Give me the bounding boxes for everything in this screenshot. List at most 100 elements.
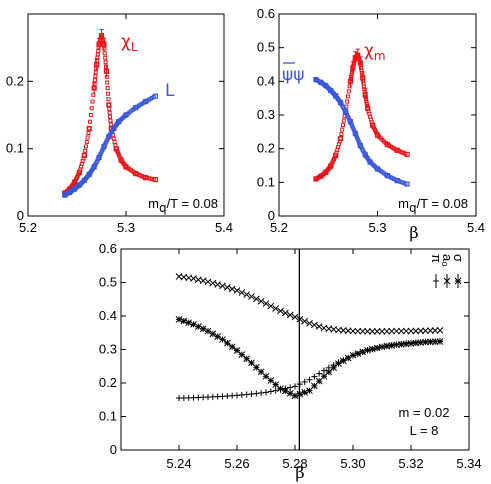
marker-stroke <box>252 364 260 371</box>
marker-stroke <box>223 284 231 291</box>
x-tick-label: 5.34 <box>456 456 481 471</box>
data-point <box>349 327 357 335</box>
data-point <box>339 132 344 137</box>
y-tick-label: 0.2 <box>99 375 117 390</box>
legend-label: σ <box>451 254 466 262</box>
plot-frame <box>278 13 477 217</box>
data-point <box>83 144 88 149</box>
data-point <box>112 139 117 144</box>
data-point <box>102 51 107 56</box>
data-point <box>347 84 352 89</box>
data-point <box>248 391 255 398</box>
data-point <box>417 339 425 346</box>
marker-stroke <box>209 330 217 338</box>
data-point <box>352 130 358 137</box>
data-point <box>111 125 117 132</box>
data-point <box>368 328 376 335</box>
data-point <box>71 186 78 192</box>
data-point <box>81 152 87 158</box>
marker-stroke <box>238 351 246 358</box>
data-point <box>359 327 367 335</box>
x-tick-label: 5.24 <box>166 456 191 471</box>
data-point <box>291 313 299 321</box>
marker-stroke <box>454 277 462 285</box>
marker-stroke <box>436 338 444 345</box>
data-point <box>369 122 376 128</box>
data-point <box>394 178 400 184</box>
marker-stroke <box>310 321 318 329</box>
data-point <box>76 182 83 188</box>
data-point <box>267 302 275 310</box>
marker-stroke <box>262 372 270 380</box>
data-point <box>108 114 113 119</box>
marker-stroke <box>426 338 434 346</box>
data-point <box>384 173 390 179</box>
data-point <box>345 94 350 99</box>
data-point <box>313 176 319 182</box>
data-point <box>347 119 354 125</box>
series-label-sub: L <box>131 40 138 54</box>
data-point <box>105 80 110 85</box>
data-point <box>248 293 255 300</box>
annotation-sub: q <box>409 201 417 215</box>
data-point <box>301 317 309 325</box>
marker-stroke <box>175 315 183 323</box>
annotation-rest: /T = 0.08 <box>417 196 468 211</box>
data-point <box>350 70 355 75</box>
x-tick-label: 5.32 <box>398 456 423 471</box>
data-point <box>82 153 87 158</box>
data-point <box>383 327 391 335</box>
marker-stroke <box>426 327 434 334</box>
y-tick-label: 0.6 <box>99 241 117 256</box>
data-point <box>116 119 122 125</box>
marker-stroke <box>267 377 275 384</box>
x-tick-label: 5.4 <box>215 220 233 235</box>
marker-stroke <box>296 315 304 323</box>
marker-stroke <box>397 327 405 335</box>
data-point <box>407 327 415 335</box>
marker-stroke <box>219 336 226 343</box>
marker-stroke <box>436 327 444 334</box>
marker-stroke <box>349 327 357 335</box>
data-point <box>91 92 96 97</box>
marker-stroke <box>359 327 367 335</box>
marker-stroke <box>388 327 396 335</box>
marker-stroke <box>417 327 425 335</box>
data-point <box>214 281 222 288</box>
data-point <box>67 189 73 196</box>
data-point <box>106 133 112 140</box>
x-tick-label: 5.3 <box>368 220 386 235</box>
data-point <box>374 166 381 172</box>
marker-stroke <box>397 341 405 348</box>
data-point <box>422 327 429 335</box>
data-point <box>113 146 119 152</box>
y-tick-label: 0.4 <box>257 73 275 88</box>
data-point <box>357 142 363 148</box>
series-sigma <box>175 315 444 400</box>
y-tick-label: 0.1 <box>6 141 24 156</box>
marker-stroke <box>286 311 294 319</box>
data-point <box>219 336 226 343</box>
series-label-psibar-psi: ψψ <box>282 65 304 85</box>
marker-stroke <box>422 327 429 335</box>
marker-stroke <box>214 281 222 288</box>
marker-stroke <box>443 277 451 285</box>
marker-stroke <box>373 328 381 335</box>
marker-stroke <box>431 327 439 334</box>
data-point <box>384 142 390 148</box>
marker-stroke <box>315 323 323 330</box>
data-point <box>263 389 269 396</box>
data-point <box>233 287 241 294</box>
data-point <box>86 171 92 177</box>
data-point <box>258 389 265 396</box>
data-point <box>339 357 347 365</box>
data-point <box>296 390 304 398</box>
series-label-chi-L: χL <box>121 32 138 54</box>
data-point <box>436 338 444 345</box>
data-point <box>272 305 280 312</box>
data-point <box>219 282 226 290</box>
data-point <box>106 102 111 107</box>
x-axis-label: β <box>409 223 418 242</box>
marker-stroke <box>407 340 415 347</box>
data-point <box>341 118 346 123</box>
